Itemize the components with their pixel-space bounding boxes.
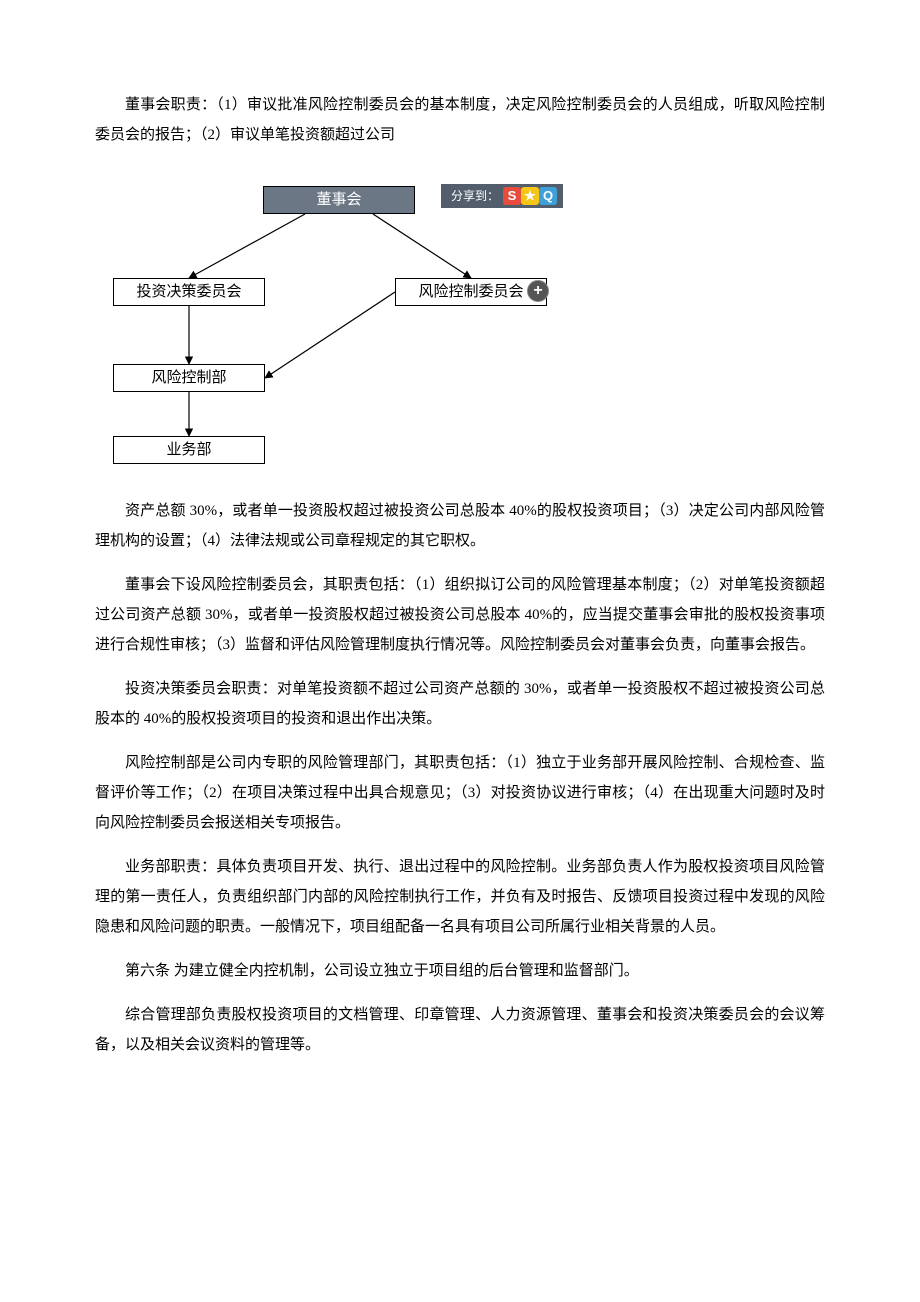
paragraph-1: 董事会职责：（1）审议批准风险控制委员会的基本制度，决定风险控制委员会的人员组成… [95, 90, 825, 150]
node-board: 董事会 [263, 186, 415, 214]
node-invest: 投资决策委员会 [113, 278, 265, 306]
share-bar[interactable]: 分享到： S★Q [441, 184, 563, 208]
share-icon[interactable]: S [503, 187, 521, 205]
paragraph-3: 董事会下设风险控制委员会，其职责包括：（1）组织拟订公司的风险管理基本制度；（2… [95, 570, 825, 660]
paragraph-7: 第六条 为建立健全内控机制，公司设立独立于项目组的后台管理和监督部门。 [95, 956, 825, 986]
share-icon[interactable]: ★ [521, 187, 539, 205]
diagram-edge [265, 292, 395, 378]
diagram-edge [189, 214, 305, 278]
paragraph-8: 综合管理部负责股权投资项目的文档管理、印章管理、人力资源管理、董事会和投资决策委… [95, 1000, 825, 1060]
diagram-svg [95, 178, 563, 468]
diagram-edge [373, 214, 471, 278]
paragraph-6: 业务部职责：具体负责项目开发、执行、退出过程中的风险控制。业务部负责人作为股权投… [95, 852, 825, 942]
share-label: 分享到： [451, 184, 499, 208]
node-riskcom: 风险控制委员会 [395, 278, 547, 306]
paragraph-5: 风险控制部是公司内专职的风险管理部门，其职责包括：（1）独立于业务部开展风险控制… [95, 748, 825, 838]
plus-icon[interactable]: + [527, 280, 549, 302]
paragraph-4: 投资决策委员会职责：对单笔投资额不超过公司资产总额的 30%，或者单一投资股权不… [95, 674, 825, 734]
share-icon[interactable]: Q [539, 187, 557, 205]
org-diagram: 董事会投资决策委员会 风险控制委员会风险控制部业务部 + 分享到： S★Q [95, 178, 563, 468]
paragraph-2: 资产总额 30%，或者单一投资股权超过被投资公司总股本 40%的股权投资项目；（… [95, 496, 825, 556]
node-riskdept: 风险控制部 [113, 364, 265, 392]
node-biz: 业务部 [113, 436, 265, 464]
